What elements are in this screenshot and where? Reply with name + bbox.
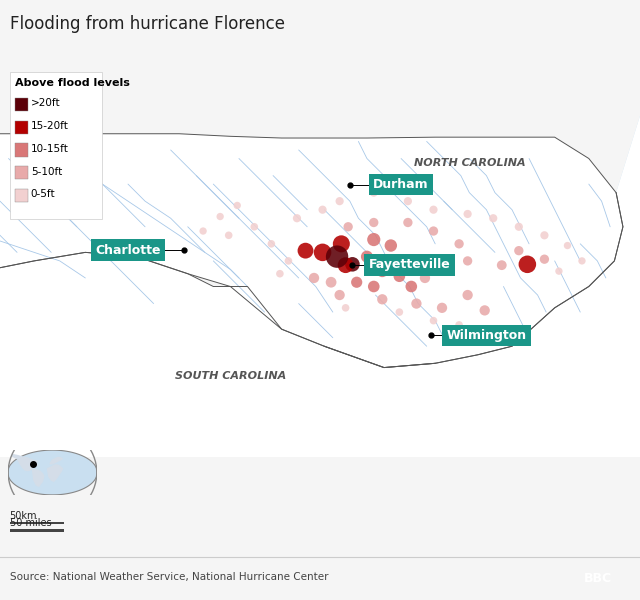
Text: Charlotte: Charlotte <box>95 244 161 257</box>
Text: 0-5ft: 0-5ft <box>31 190 55 199</box>
Point <box>332 252 342 262</box>
Text: 15-20ft: 15-20ft <box>31 121 68 131</box>
Text: SOUTH CAROLINA: SOUTH CAROLINA <box>175 371 286 381</box>
Point <box>488 214 499 223</box>
Point <box>437 303 447 313</box>
Point <box>317 205 328 214</box>
Point <box>463 256 473 266</box>
Point <box>275 269 285 278</box>
Point <box>369 235 379 244</box>
Point <box>215 212 225 221</box>
Point <box>335 196 345 206</box>
Point <box>522 260 532 269</box>
Point <box>479 305 490 315</box>
Point <box>198 226 208 236</box>
Point <box>266 239 276 248</box>
Polygon shape <box>47 465 63 481</box>
Point <box>335 290 345 300</box>
Point <box>428 226 438 236</box>
Polygon shape <box>0 116 640 457</box>
Text: Flooding from hurricane Florence: Flooding from hurricane Florence <box>10 15 285 33</box>
Polygon shape <box>0 116 640 457</box>
Point <box>563 241 573 250</box>
Text: Source: National Weather Service, National Hurricane Center: Source: National Weather Service, Nation… <box>10 572 328 582</box>
Point <box>348 260 358 269</box>
Text: NORTH CAROLINA: NORTH CAROLINA <box>413 158 525 168</box>
Point <box>336 239 346 248</box>
Point <box>369 188 379 197</box>
Text: Fayetteville: Fayetteville <box>369 259 451 271</box>
Point <box>369 218 379 227</box>
Text: >20ft: >20ft <box>31 98 60 108</box>
Point <box>403 196 413 206</box>
Point <box>249 222 259 232</box>
Point <box>340 260 351 270</box>
Point <box>540 254 550 264</box>
Point <box>394 271 404 281</box>
Text: 50km: 50km <box>10 511 37 521</box>
Polygon shape <box>33 470 44 486</box>
Point <box>309 273 319 283</box>
Point <box>292 214 302 223</box>
Point <box>514 246 524 256</box>
Point <box>284 256 294 266</box>
Point <box>554 266 564 276</box>
Point <box>454 239 464 248</box>
Point <box>386 241 396 250</box>
Point <box>223 230 234 240</box>
Point <box>340 303 351 313</box>
Point <box>428 205 438 214</box>
Point <box>428 316 438 325</box>
Point <box>377 295 387 304</box>
Text: 10-15ft: 10-15ft <box>31 144 68 154</box>
Text: BBC: BBC <box>584 572 612 585</box>
Point <box>377 266 387 276</box>
Point <box>420 273 430 283</box>
Point <box>394 307 404 317</box>
Polygon shape <box>0 134 623 368</box>
Point <box>351 277 362 287</box>
Polygon shape <box>8 450 97 495</box>
Point <box>406 281 417 291</box>
Text: Wilmington: Wilmington <box>446 329 527 342</box>
Point <box>497 260 507 270</box>
Text: 50 miles: 50 miles <box>10 518 51 528</box>
Point <box>577 256 587 266</box>
Text: Durham: Durham <box>373 178 429 191</box>
Point <box>369 281 379 291</box>
Point <box>317 248 328 257</box>
Point <box>540 230 550 240</box>
Polygon shape <box>50 458 63 464</box>
Text: 5-10ft: 5-10ft <box>31 167 62 176</box>
Point <box>463 290 473 300</box>
Point <box>326 277 336 287</box>
Point <box>362 252 372 262</box>
Point <box>343 222 353 232</box>
Point <box>232 200 243 210</box>
Point <box>403 218 413 227</box>
Point <box>514 222 524 232</box>
Polygon shape <box>10 455 38 470</box>
Text: Above flood levels: Above flood levels <box>15 78 129 88</box>
Point <box>300 246 310 256</box>
Point <box>454 320 464 329</box>
Point <box>412 299 422 308</box>
Point <box>463 209 473 219</box>
